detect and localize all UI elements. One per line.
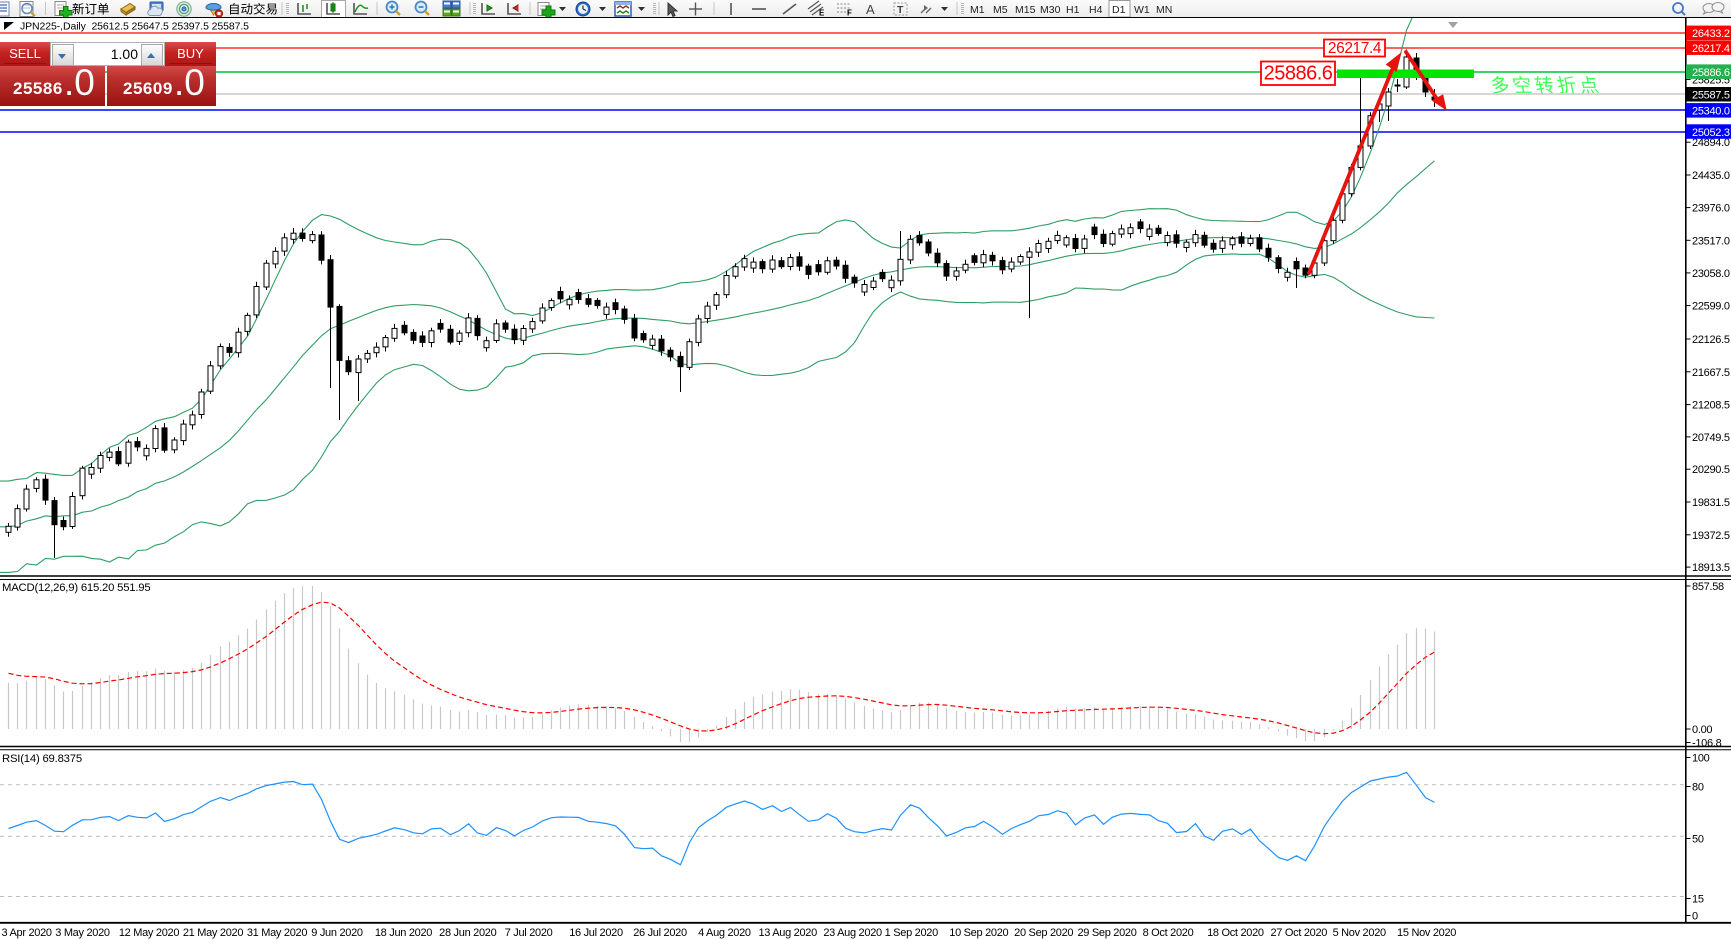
svg-text:26433.2: 26433.2 — [1692, 28, 1730, 40]
svg-text:0.00: 0.00 — [1692, 724, 1712, 736]
svg-text:3 Apr 2020: 3 Apr 2020 — [2, 927, 52, 939]
svg-text:15: 15 — [1692, 894, 1704, 906]
svg-text:MN: MN — [1156, 4, 1172, 16]
svg-text:JPN225-,Daily 25612.5 25647.5: JPN225-,Daily 25612.5 25647.5 25397.5 25… — [20, 21, 249, 33]
svg-text:9 Jun 2020: 9 Jun 2020 — [311, 927, 363, 939]
svg-text:T: T — [897, 4, 904, 16]
svg-text:13 Aug 2020: 13 Aug 2020 — [758, 927, 817, 939]
svg-text:22126.5: 22126.5 — [1692, 334, 1730, 346]
svg-text:23517.0: 23517.0 — [1692, 235, 1730, 247]
svg-text:M5: M5 — [993, 4, 1008, 16]
svg-text:18913.5: 18913.5 — [1692, 562, 1730, 574]
svg-text:E: E — [819, 9, 825, 18]
svg-text:20 Sep 2020: 20 Sep 2020 — [1014, 927, 1073, 939]
svg-text:10 Sep 2020: 10 Sep 2020 — [949, 927, 1008, 939]
svg-text:25886.6: 25886.6 — [1692, 67, 1730, 79]
svg-text:28 Jun 2020: 28 Jun 2020 — [439, 927, 496, 939]
svg-text:M30: M30 — [1040, 4, 1061, 16]
svg-text:M15: M15 — [1015, 4, 1036, 16]
svg-text:20749.5: 20749.5 — [1692, 432, 1730, 444]
svg-text:26217.4: 26217.4 — [1692, 43, 1730, 55]
svg-text:25340.0: 25340.0 — [1692, 106, 1730, 118]
svg-text:16 Jul 2020: 16 Jul 2020 — [569, 927, 623, 939]
svg-text:A: A — [866, 2, 875, 17]
svg-text:19372.5: 19372.5 — [1692, 530, 1730, 542]
svg-text:24435.0: 24435.0 — [1692, 170, 1730, 182]
svg-text:25587.5: 25587.5 — [1692, 90, 1730, 102]
svg-text:25886.6: 25886.6 — [1264, 63, 1333, 85]
svg-text:RSI(14) 69.8375: RSI(14) 69.8375 — [2, 753, 82, 765]
svg-text:26217.4: 26217.4 — [1328, 40, 1382, 57]
svg-text:25052.3: 25052.3 — [1692, 127, 1730, 139]
svg-text:21208.5: 21208.5 — [1692, 400, 1730, 412]
svg-text:5 Nov 2020: 5 Nov 2020 — [1333, 927, 1386, 939]
svg-text:21667.5: 21667.5 — [1692, 367, 1730, 379]
svg-text:50: 50 — [1692, 834, 1704, 846]
svg-text:19831.5: 19831.5 — [1692, 497, 1730, 509]
svg-text:15 Nov 2020: 15 Nov 2020 — [1397, 927, 1456, 939]
svg-text:W1: W1 — [1134, 4, 1150, 16]
svg-text:MACD(12,26,9) 615.20 551.95: MACD(12,26,9) 615.20 551.95 — [2, 582, 150, 594]
svg-text:18 Oct 2020: 18 Oct 2020 — [1207, 927, 1264, 939]
svg-text:23976.0: 23976.0 — [1692, 203, 1730, 215]
svg-text:27 Oct 2020: 27 Oct 2020 — [1270, 927, 1327, 939]
svg-text:M1: M1 — [970, 4, 985, 16]
svg-text:31 May 2020: 31 May 2020 — [247, 927, 307, 939]
svg-text:857.58: 857.58 — [1692, 581, 1724, 593]
svg-text:H4: H4 — [1089, 4, 1103, 16]
svg-text:23 Aug 2020: 23 Aug 2020 — [823, 927, 882, 939]
svg-text:80: 80 — [1692, 782, 1704, 794]
svg-text:21 May 2020: 21 May 2020 — [183, 927, 243, 939]
svg-text:3 May 2020: 3 May 2020 — [55, 927, 110, 939]
svg-text:23058.0: 23058.0 — [1692, 268, 1730, 280]
svg-text:18 Jun 2020: 18 Jun 2020 — [375, 927, 432, 939]
svg-text:4 Aug 2020: 4 Aug 2020 — [698, 927, 751, 939]
svg-text:100: 100 — [1692, 753, 1710, 765]
svg-text:29 Sep 2020: 29 Sep 2020 — [1077, 927, 1136, 939]
svg-text:22599.0: 22599.0 — [1692, 301, 1730, 313]
svg-text:D1: D1 — [1112, 4, 1126, 16]
svg-text:20290.5: 20290.5 — [1692, 464, 1730, 476]
svg-text:H1: H1 — [1066, 4, 1080, 16]
svg-text:7 Jul 2020: 7 Jul 2020 — [505, 927, 553, 939]
svg-text:-106.8: -106.8 — [1692, 738, 1722, 750]
svg-text:8 Oct 2020: 8 Oct 2020 — [1143, 927, 1194, 939]
svg-text:26 Jul 2020: 26 Jul 2020 — [633, 927, 687, 939]
svg-text:F: F — [847, 9, 852, 18]
svg-text:1 Sep 2020: 1 Sep 2020 — [885, 927, 938, 939]
svg-text:12 May 2020: 12 May 2020 — [119, 927, 179, 939]
svg-text:24894.0: 24894.0 — [1692, 137, 1730, 149]
svg-text:0: 0 — [1692, 911, 1698, 923]
